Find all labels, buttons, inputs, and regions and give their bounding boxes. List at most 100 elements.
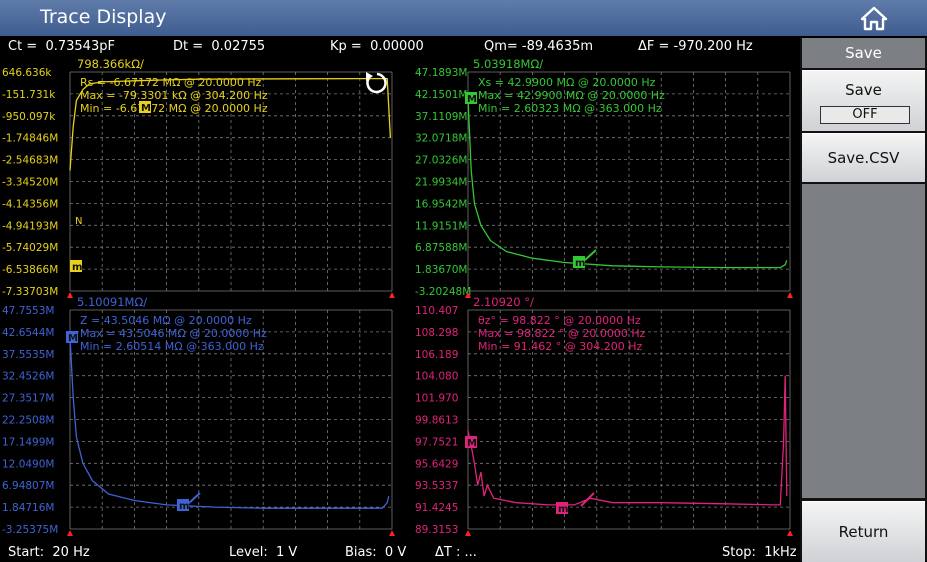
panel4-scale-label: 2.10920 °/ — [473, 295, 534, 309]
panel1-trace-label: N — [75, 216, 82, 227]
bias-readout: Bias: 0 V — [345, 545, 407, 560]
delta-t-readout: ΔT : ... — [435, 545, 477, 560]
panel1-y-tick-label: -1.74846M — [2, 133, 58, 145]
panel2-y-tick-label: 32.0718M — [415, 133, 467, 145]
panel1-y-tick-label: -950.097k — [2, 111, 56, 123]
panel4-info-line: θz° = 98.822 ° @ 20.0000 Hz — [478, 314, 641, 327]
panel1-info-line: Min = -6.67172 MΩ @ 20.0000 Hz — [80, 102, 268, 115]
panel1-y-tick-label: -4.94193M — [2, 220, 58, 232]
panel4-y-tick-label: 99.8613 — [415, 415, 458, 427]
panel1-y-tick-label: -6.53866M — [2, 264, 58, 276]
panel4-min-marker-text: m — [558, 504, 568, 515]
panel1-y-tick-label: -151.731k — [2, 89, 56, 101]
panel1-min-marker-text: m — [72, 262, 82, 273]
panel2-stop-marker — [787, 292, 793, 298]
panel1-max-marker-box[interactable] — [139, 101, 151, 113]
panel2-y-tick-label: 47.1893M — [415, 67, 467, 79]
panel4-start-marker — [465, 530, 471, 536]
refresh-icon[interactable] — [366, 72, 387, 94]
dt-readout: Dt = 0.02755 — [173, 39, 266, 54]
panel3-min-marker-box[interactable] — [177, 499, 189, 511]
panel1-trace-line — [69, 77, 392, 171]
trace-plots[interactable]: 646.636k -151.731k -950.097k -1.74846M -2.54… — [0, 56, 800, 544]
save-csv-button[interactable]: Save.CSV — [802, 133, 925, 182]
panel4-stop-marker — [787, 530, 793, 536]
panel3-y-tick-label: 32.4526M — [2, 371, 54, 383]
panel3-min-marker-text: m — [179, 501, 189, 512]
panel1-info-line: Rs = -6.67172 MΩ @ 20.0000 Hz — [80, 76, 262, 89]
panel2-min-pointer — [584, 249, 597, 261]
panel1-stop-marker — [389, 292, 395, 298]
panel2-max-marker-box[interactable] — [465, 92, 477, 104]
panel3-trace-line — [69, 336, 390, 509]
panel1-y-tick-label: -2.54683M — [2, 155, 58, 167]
panel1-info-line: Max = -79.3301 kΩ @ 304.200 Hz — [80, 89, 268, 102]
refresh-icon-arrow — [366, 72, 373, 81]
panel2-min-marker-box[interactable] — [573, 256, 585, 268]
panel4-y-tick-label: 108.298 — [415, 327, 458, 339]
side-menu-header: Save — [802, 38, 925, 68]
qm-readout: Qm= -89.4635m — [484, 39, 594, 54]
panel3-min-pointer — [188, 492, 201, 504]
panel3-max-marker-text: M — [68, 333, 78, 344]
panel1-start-marker — [67, 292, 73, 298]
panel3-scale-label: 5.10091MΩ/ — [77, 295, 147, 309]
panel4-y-tick-label: 95.6429 — [415, 458, 458, 470]
panel3-y-tick-label: 47.7553M — [2, 305, 54, 317]
stop-frequency: Stop: 1kHz — [722, 545, 797, 560]
window-title: Trace Display — [40, 6, 167, 28]
panel2-max-marker-text: M — [467, 94, 477, 105]
side-menu-empty-area — [802, 184, 925, 498]
panel3-y-tick-label: 27.3517M — [2, 393, 54, 405]
panel3-y-tick-label: 17.1499M — [2, 436, 54, 448]
panel4-y-tick-label: 106.189 — [415, 349, 458, 361]
panel3-info-line: Min = 2.60514 MΩ @ 363.000 Hz — [80, 340, 264, 353]
panel4-y-tick-label: 101.970 — [415, 393, 458, 405]
panel4-y-tick-label: 110.407 — [415, 305, 458, 317]
panel4-info-line: Max = 98.822 ° @ 20.0000 Hz — [478, 327, 646, 340]
panel4-y-tick-label: 104.080 — [415, 371, 458, 383]
panel4-min-pointer — [580, 492, 595, 507]
panel3-y-tick-label: 22.2508M — [2, 415, 54, 427]
panel3-y-tick-label: 37.5535M — [2, 349, 54, 361]
panel4-max-marker-box[interactable] — [465, 436, 477, 448]
kp-readout: Kp = 0.00000 — [330, 39, 424, 54]
panel1-min-marker-box[interactable] — [70, 260, 82, 272]
panel1-y-tick-label: -4.14356M — [2, 198, 58, 210]
panel1-y-tick-label: -7.33703M — [2, 286, 58, 298]
panel1-scale-label: 798.366kΩ/ — [77, 57, 144, 71]
side-menu: Save Save OFF Save.CSV Return — [800, 38, 927, 562]
title-bar: Trace Display — [0, 0, 927, 36]
panel2-y-tick-label: 42.1501M — [415, 89, 467, 101]
return-button[interactable]: Return — [802, 501, 925, 562]
level-readout: Level: 1 V — [229, 545, 298, 560]
panel4-min-marker-box[interactable] — [556, 502, 568, 514]
panel2-trace-line — [467, 98, 788, 269]
panel2-y-tick-label: 6.87588M — [415, 242, 467, 254]
panel2-y-tick-label: 27.0326M — [415, 155, 467, 167]
panel3-y-tick-label: 42.6544M — [2, 327, 54, 339]
panel2-info-line: Xs = 42.9900 MΩ @ 20.0000 Hz — [478, 76, 656, 89]
ct-readout: Ct = 0.73543pF — [8, 39, 115, 54]
panel3-y-tick-label: 1.84716M — [2, 502, 54, 514]
panel2-y-tick-label: 11.9151M — [415, 220, 467, 232]
panel2-y-tick-label: 37.1109M — [415, 111, 467, 123]
save-toggle-button[interactable]: Save OFF — [802, 70, 925, 131]
panel2-y-tick-label: 1.83670M — [415, 264, 467, 276]
panel2-info-line: Min = 2.60323 MΩ @ 363.000 Hz — [478, 102, 662, 115]
panel3-stop-marker — [389, 530, 395, 536]
panel2-y-tick-label: 21.9934M — [415, 177, 467, 189]
panel3-y-tick-label: -3.25375M — [2, 524, 58, 536]
panel1-y-tick-label: 646.636k — [2, 67, 52, 79]
home-icon[interactable] — [858, 4, 890, 32]
save-label: Save — [845, 81, 882, 99]
panel3-max-marker-box[interactable] — [66, 331, 78, 343]
panel3-y-tick-label: 6.94807M — [2, 480, 54, 492]
panel2-info-line: Max = 42.9900 MΩ @ 20.0000 Hz — [478, 89, 665, 102]
panel4-y-tick-label: 97.7521 — [415, 436, 458, 448]
panel2-scale-label: 5.03918MΩ/ — [473, 57, 543, 71]
panel4-max-marker-text: M — [467, 438, 477, 449]
panel2-start-marker — [465, 292, 471, 298]
panel4-y-tick-label: 91.4245 — [415, 502, 458, 514]
panel3-info-line: Max = 43.5046 MΩ @ 20.0000 Hz — [80, 327, 267, 340]
